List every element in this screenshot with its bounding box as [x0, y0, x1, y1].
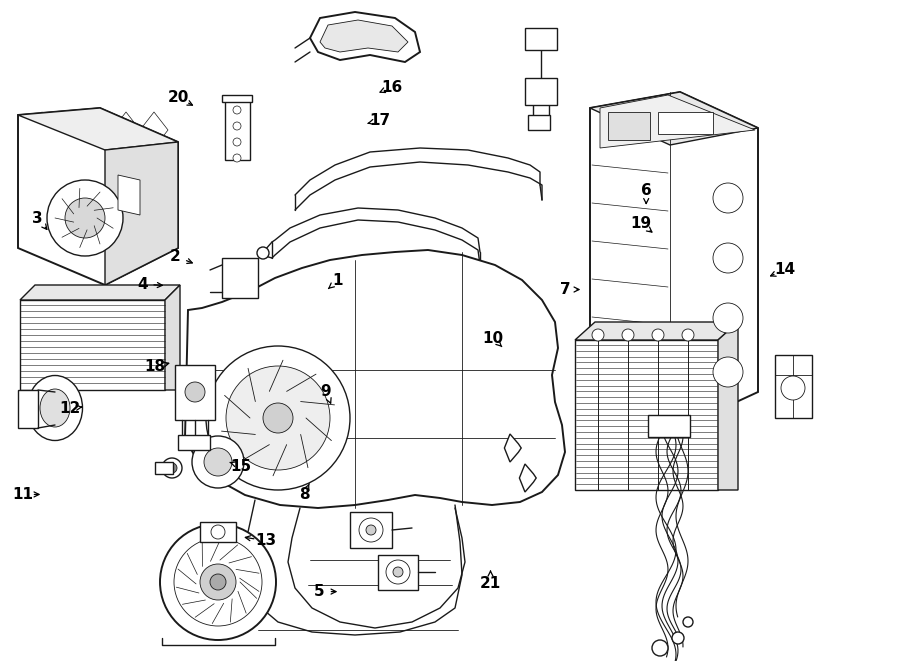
Polygon shape — [592, 380, 668, 428]
Polygon shape — [18, 108, 178, 285]
Text: 20: 20 — [167, 91, 189, 105]
Text: 3: 3 — [32, 211, 43, 225]
Bar — [178, 435, 210, 450]
Text: 12: 12 — [59, 401, 81, 416]
Text: 1: 1 — [332, 274, 343, 288]
Circle shape — [200, 564, 236, 600]
Polygon shape — [718, 322, 738, 490]
Text: 10: 10 — [482, 331, 504, 346]
Polygon shape — [20, 300, 165, 390]
Circle shape — [683, 617, 693, 627]
Bar — [200, 522, 236, 542]
Polygon shape — [18, 390, 38, 428]
Circle shape — [713, 357, 743, 387]
Polygon shape — [775, 355, 812, 418]
Circle shape — [233, 138, 241, 146]
Circle shape — [167, 463, 177, 473]
Polygon shape — [222, 258, 258, 298]
Circle shape — [672, 632, 684, 644]
Polygon shape — [118, 175, 140, 215]
Bar — [658, 112, 713, 134]
Polygon shape — [575, 340, 718, 490]
Circle shape — [652, 640, 668, 656]
Polygon shape — [20, 285, 180, 300]
Polygon shape — [105, 142, 178, 285]
Circle shape — [366, 525, 376, 535]
Ellipse shape — [40, 389, 70, 427]
Circle shape — [713, 243, 743, 273]
Text: 17: 17 — [369, 113, 391, 128]
Polygon shape — [519, 464, 536, 492]
Bar — [175, 365, 215, 420]
Circle shape — [781, 376, 805, 400]
Text: 16: 16 — [381, 80, 402, 95]
Polygon shape — [504, 434, 521, 462]
Polygon shape — [590, 92, 758, 428]
Polygon shape — [165, 285, 180, 390]
Circle shape — [713, 183, 743, 213]
Text: 8: 8 — [299, 487, 310, 502]
Polygon shape — [225, 100, 250, 160]
Polygon shape — [575, 322, 738, 340]
Text: 6: 6 — [641, 183, 652, 198]
Polygon shape — [222, 95, 252, 102]
Circle shape — [226, 366, 330, 470]
Bar — [525, 28, 557, 50]
Text: 14: 14 — [774, 262, 796, 277]
Polygon shape — [310, 12, 420, 62]
Circle shape — [206, 346, 350, 490]
Text: 2: 2 — [170, 249, 181, 264]
Polygon shape — [590, 92, 758, 145]
Circle shape — [233, 106, 241, 114]
Circle shape — [622, 329, 634, 341]
Polygon shape — [600, 95, 755, 148]
Polygon shape — [185, 250, 565, 508]
Circle shape — [682, 329, 694, 341]
Polygon shape — [320, 20, 408, 52]
Circle shape — [211, 525, 225, 539]
Circle shape — [359, 518, 383, 542]
Circle shape — [257, 247, 269, 259]
Circle shape — [47, 180, 123, 256]
Polygon shape — [350, 512, 392, 548]
Circle shape — [160, 524, 276, 640]
Circle shape — [192, 436, 244, 488]
Bar — [648, 415, 690, 437]
Text: 5: 5 — [314, 584, 325, 599]
Circle shape — [263, 403, 293, 433]
Circle shape — [233, 154, 241, 162]
Bar — [528, 115, 550, 130]
Polygon shape — [18, 108, 178, 150]
Ellipse shape — [28, 375, 83, 440]
Circle shape — [393, 567, 403, 577]
Text: 4: 4 — [137, 277, 148, 292]
Text: 21: 21 — [480, 576, 501, 590]
Circle shape — [174, 538, 262, 626]
Circle shape — [65, 198, 105, 238]
Circle shape — [210, 574, 226, 590]
Text: 7: 7 — [560, 282, 571, 297]
Circle shape — [386, 560, 410, 584]
Text: 13: 13 — [255, 533, 276, 548]
Circle shape — [204, 448, 232, 476]
Circle shape — [592, 329, 604, 341]
Circle shape — [713, 303, 743, 333]
Bar — [155, 462, 173, 474]
Bar — [608, 112, 650, 140]
Text: 18: 18 — [144, 360, 166, 374]
Text: 15: 15 — [230, 459, 252, 473]
Text: 11: 11 — [12, 487, 33, 502]
Polygon shape — [525, 78, 557, 105]
Circle shape — [185, 382, 205, 402]
Text: 19: 19 — [630, 216, 652, 231]
Circle shape — [233, 122, 241, 130]
Polygon shape — [378, 555, 418, 590]
Circle shape — [162, 458, 182, 478]
Circle shape — [652, 329, 664, 341]
Text: 9: 9 — [320, 384, 331, 399]
